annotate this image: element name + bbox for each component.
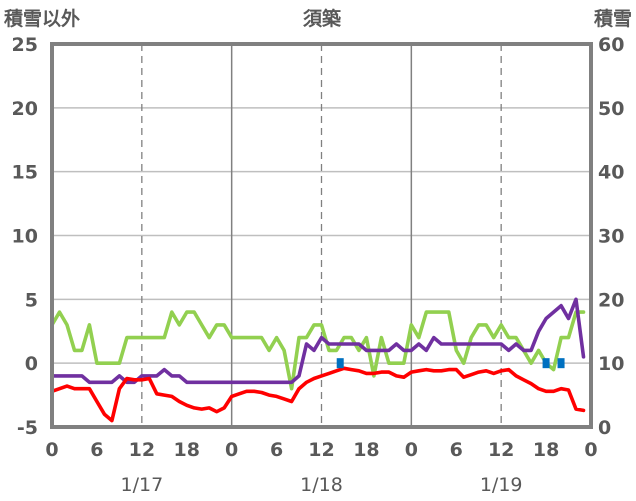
y-left-tick-label: 5 [25,289,38,311]
x-hour-tick-label: 0 [225,439,238,461]
x-hour-tick-label: 12 [308,439,334,461]
series-line [50,297,586,385]
x-date-label: 1/19 [480,474,523,496]
x-date-label: 1/18 [300,474,343,496]
plot-frame [50,42,593,429]
y-left-tick-label: 0 [25,353,38,375]
y-right-tick-label: 30 [598,226,624,248]
y-left-tick-label: 15 [12,162,38,184]
series-line [50,366,586,423]
frame-layer [50,42,593,429]
x-hour-tick-label: 18 [533,439,559,461]
left-axis-label: 積雪以外 [4,7,80,30]
x-hour-tick-label: 12 [488,439,514,461]
y-right-tick-label: 40 [598,162,624,184]
chart-title: 須築 [303,7,342,30]
y-right-tick-label: 60 [598,34,624,56]
series-layer [50,297,586,423]
y-right-tick-label: 20 [598,289,624,311]
y-left-tick-label: 10 [12,226,38,248]
x-hour-tick-label: 6 [270,439,283,461]
series-line [50,310,586,391]
x-hour-tick-label: 18 [353,439,379,461]
y-left-tick-label: -5 [17,417,38,439]
right-axis-label: 積雪 [594,7,632,30]
y-right-tick-label: 50 [598,98,624,120]
x-hour-tick-label: 0 [405,439,418,461]
x-hour-tick-label: 0 [584,439,597,461]
y-right-tick-label: 0 [598,417,611,439]
bar-mark [557,358,565,369]
x-hour-tick-label: 6 [450,439,463,461]
x-hour-tick-label: 6 [90,439,103,461]
x-date-label: 1/17 [120,474,163,496]
x-hour-tick-label: 0 [45,439,58,461]
bar-mark [336,358,344,369]
x-hour-tick-label: 12 [129,439,155,461]
y-right-tick-label: 10 [598,353,624,375]
x-hour-tick-label: 18 [174,439,200,461]
y-left-tick-label: 20 [12,98,38,120]
bar-mark [542,358,550,369]
y-left-tick-label: 25 [12,34,38,56]
